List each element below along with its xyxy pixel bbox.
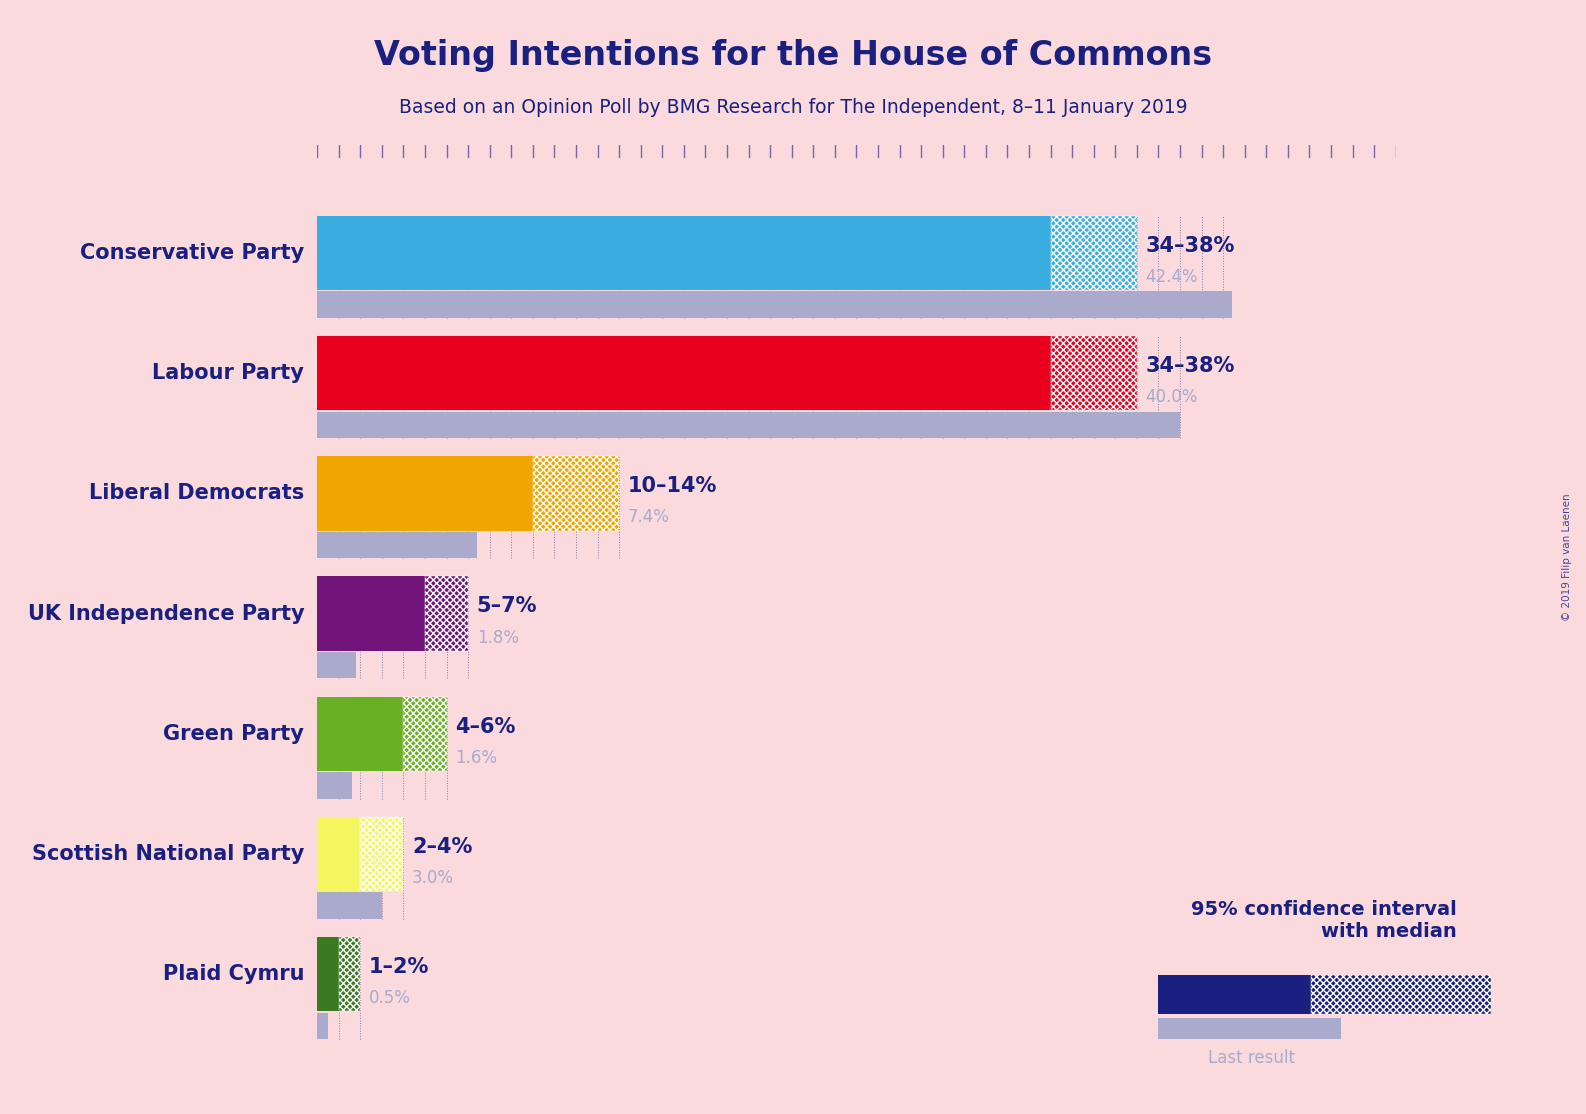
Text: Conservative Party: Conservative Party — [79, 243, 305, 263]
Text: 2–4%: 2–4% — [412, 837, 473, 857]
Text: Last result: Last result — [1209, 1049, 1294, 1067]
Text: Voting Intentions for the House of Commons: Voting Intentions for the House of Commo… — [374, 39, 1212, 72]
Bar — [317, 336, 1050, 410]
Bar — [317, 531, 477, 558]
Text: 7.4%: 7.4% — [628, 508, 669, 527]
Text: 95% confidence interval
with median: 95% confidence interval with median — [1191, 900, 1458, 941]
Bar — [317, 696, 403, 771]
Text: 40.0%: 40.0% — [1145, 388, 1197, 407]
Text: Green Party: Green Party — [163, 724, 305, 744]
Bar — [317, 412, 1180, 438]
Text: 3.0%: 3.0% — [412, 869, 454, 887]
Text: UK Independence Party: UK Independence Party — [27, 604, 305, 624]
Text: 34–38%: 34–38% — [1145, 236, 1235, 256]
Bar — [317, 456, 533, 530]
Text: 1–2%: 1–2% — [370, 957, 430, 977]
Text: Liberal Democrats: Liberal Democrats — [89, 483, 305, 504]
Bar — [339, 937, 360, 1012]
Bar — [317, 1013, 328, 1039]
Text: Labour Party: Labour Party — [152, 363, 305, 383]
Bar — [317, 576, 425, 651]
Text: 5–7%: 5–7% — [477, 596, 538, 616]
Text: Based on an Opinion Poll by BMG Research for The Independent, 8–11 January 2019: Based on an Opinion Poll by BMG Research… — [398, 98, 1188, 117]
Bar — [403, 696, 447, 771]
Text: 1.6%: 1.6% — [455, 749, 498, 766]
Bar — [317, 216, 1050, 291]
Text: 4–6%: 4–6% — [455, 716, 515, 736]
Bar — [425, 576, 468, 651]
Bar — [1312, 975, 1491, 1015]
Bar — [1050, 336, 1137, 410]
Bar — [317, 937, 339, 1012]
Text: 34–38%: 34–38% — [1145, 356, 1235, 377]
Bar — [317, 292, 1232, 317]
Text: 10–14%: 10–14% — [628, 476, 717, 496]
Bar — [317, 892, 382, 919]
Bar — [533, 456, 619, 530]
Text: 1.8%: 1.8% — [477, 628, 519, 646]
Text: 0.5%: 0.5% — [370, 989, 411, 1007]
Bar — [1158, 1018, 1342, 1038]
Text: 42.4%: 42.4% — [1145, 268, 1197, 286]
Text: Scottish National Party: Scottish National Party — [32, 844, 305, 864]
Bar — [1158, 975, 1312, 1015]
Bar — [317, 652, 355, 678]
Bar — [317, 772, 352, 799]
Bar — [360, 817, 403, 891]
Text: © 2019 Filip van Laenen: © 2019 Filip van Laenen — [1562, 494, 1572, 620]
Bar — [317, 817, 360, 891]
Bar — [1050, 216, 1137, 291]
Text: Plaid Cymru: Plaid Cymru — [163, 964, 305, 984]
